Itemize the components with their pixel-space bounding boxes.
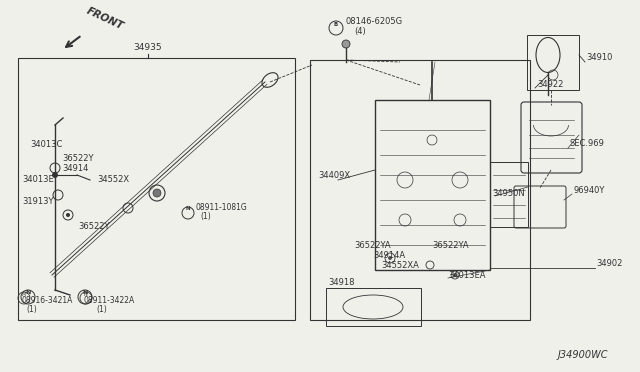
Text: N: N: [186, 206, 190, 212]
Bar: [375, 100, 490, 270]
Text: 34910: 34910: [586, 53, 612, 62]
Text: 34013E: 34013E: [22, 175, 54, 184]
Text: M: M: [22, 292, 26, 296]
Text: 34552X: 34552X: [97, 175, 129, 184]
Text: 08146-6205G: 08146-6205G: [346, 17, 403, 26]
Text: B: B: [333, 22, 338, 26]
Text: 34935: 34935: [134, 43, 163, 52]
Circle shape: [66, 213, 70, 217]
Text: 34918: 34918: [328, 278, 355, 287]
Circle shape: [52, 172, 58, 178]
Circle shape: [453, 273, 457, 277]
Text: N: N: [83, 290, 88, 295]
Text: 31913Y: 31913Y: [22, 197, 54, 206]
Text: N: N: [26, 290, 31, 295]
Text: 34922: 34922: [537, 80, 563, 89]
Text: (4): (4): [354, 27, 365, 36]
Text: 34552XA: 34552XA: [381, 261, 419, 270]
Bar: [326, 288, 421, 326]
Text: 34013C: 34013C: [30, 140, 62, 149]
Text: (1): (1): [26, 305, 36, 314]
Text: 08911-3422A: 08911-3422A: [84, 296, 135, 305]
Bar: [527, 35, 579, 90]
Text: 34950N: 34950N: [492, 189, 525, 198]
Text: SEC.969: SEC.969: [570, 139, 605, 148]
Text: 08911-1081G: 08911-1081G: [196, 203, 248, 212]
Text: 96940Y: 96940Y: [574, 186, 605, 195]
Circle shape: [342, 40, 350, 48]
Text: 36522YA: 36522YA: [354, 241, 390, 250]
Text: 34013EA: 34013EA: [448, 271, 486, 280]
Text: 08916-3421A: 08916-3421A: [22, 296, 74, 305]
Text: N: N: [83, 292, 87, 296]
Text: J34900WC: J34900WC: [558, 350, 609, 360]
Text: 34902: 34902: [596, 259, 622, 268]
Text: 34409X: 34409X: [318, 171, 350, 180]
Bar: [18, 58, 295, 320]
Text: 34914: 34914: [62, 164, 88, 173]
Text: 36522Y: 36522Y: [78, 222, 109, 231]
Text: FRONT: FRONT: [85, 6, 125, 32]
Circle shape: [153, 189, 161, 197]
Text: (1): (1): [200, 212, 211, 221]
Circle shape: [388, 256, 392, 260]
Bar: [310, 60, 530, 320]
Text: (1): (1): [96, 305, 107, 314]
Text: 36522YA: 36522YA: [432, 241, 468, 250]
Text: 34914A: 34914A: [373, 251, 405, 260]
Bar: [490, 162, 528, 227]
Text: 36522Y: 36522Y: [62, 154, 93, 163]
